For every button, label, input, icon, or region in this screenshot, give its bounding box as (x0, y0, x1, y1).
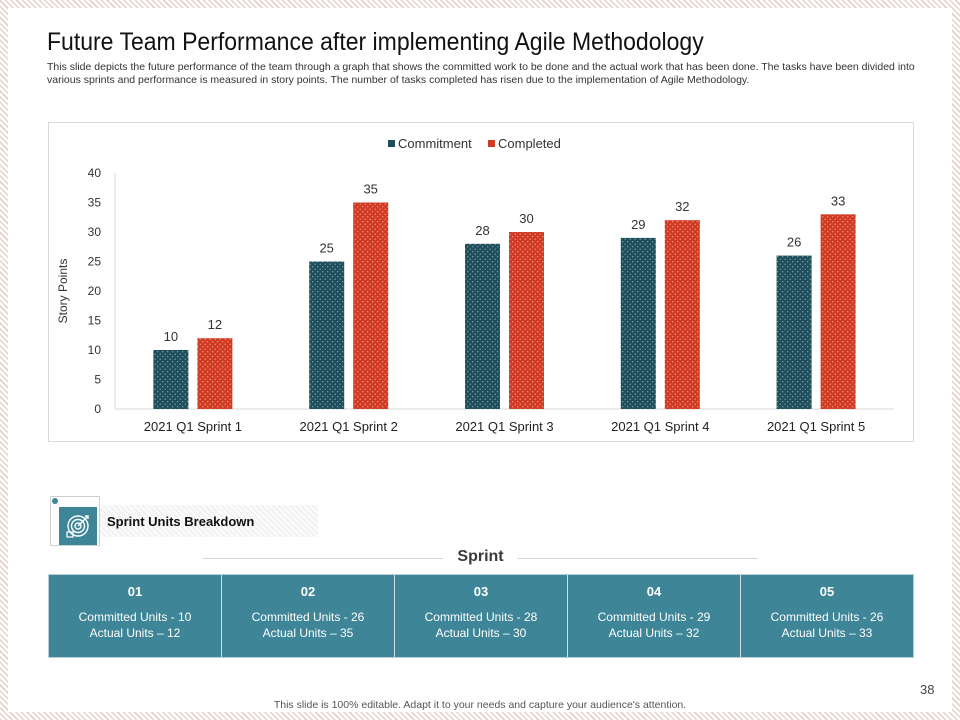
actual-units: Actual Units – 30 (435, 626, 527, 640)
y-tick-label: 30 (88, 225, 102, 239)
y-tick-label: 15 (88, 314, 102, 328)
y-tick-label: 10 (88, 343, 102, 357)
breakdown-strip (100, 505, 318, 537)
data-label-commitment: 28 (475, 223, 489, 238)
legend-swatch-commitment (388, 140, 395, 147)
x-tick-label: 2021 Q1 Sprint 4 (611, 419, 709, 434)
sprint-heading: Sprint (203, 548, 758, 566)
committed-units: Committed Units - 26 (251, 610, 365, 624)
sprint-cell-02: 02 Committed Units - 26 Actual Units – 3… (222, 575, 395, 657)
y-tick-label: 5 (94, 373, 101, 387)
x-tick-label: 2021 Q1 Sprint 1 (144, 419, 242, 434)
sprint-cell-03: 03 Committed Units - 28 Actual Units – 3… (395, 575, 568, 657)
sprint-cell-01: 01 Committed Units - 10 Actual Units – 1… (49, 575, 222, 657)
sprint-units-breakdown: Sprint Units Breakdown (50, 496, 318, 546)
sprint-number: 01 (127, 584, 143, 599)
breakdown-icon-box (50, 496, 100, 546)
bar-commitment-4 (620, 237, 656, 409)
data-label-completed: 35 (363, 182, 377, 197)
data-label-completed: 32 (675, 199, 689, 214)
sprint-number: 03 (473, 584, 489, 599)
sprint-cell-05: 05 Committed Units - 26 Actual Units – 3… (741, 575, 913, 657)
bar-completed-5 (820, 214, 856, 409)
data-label-completed: 12 (208, 317, 222, 332)
data-label-commitment: 26 (787, 235, 801, 250)
actual-units: Actual Units – 35 (262, 626, 354, 640)
page-subtitle: This slide depicts the future performanc… (47, 61, 915, 86)
y-tick-label: 35 (88, 196, 102, 210)
x-tick-label: 2021 Q1 Sprint 2 (300, 419, 398, 434)
actual-units: Actual Units – 33 (781, 626, 873, 640)
y-tick-label: 40 (88, 166, 102, 180)
bar-commitment-2 (309, 261, 345, 409)
sprint-number: 05 (819, 584, 835, 599)
bar-commitment-3 (465, 243, 500, 409)
legend-swatch-completed (488, 140, 495, 147)
legend-label-commitment: Commitment (398, 136, 472, 151)
bar-completed-4 (664, 220, 700, 409)
y-tick-label: 25 (88, 255, 102, 269)
bar-completed-2 (353, 202, 389, 409)
slide: Future Team Performance after implementi… (8, 8, 952, 712)
page-number: 38 (920, 682, 935, 697)
bar-commitment-5 (776, 255, 812, 409)
sprint-cell-04: 04 Committed Units - 29 Actual Units – 3… (568, 575, 741, 657)
breakdown-label: Sprint Units Breakdown (107, 514, 255, 529)
bar-completed-3 (509, 232, 544, 409)
y-tick-label: 20 (88, 284, 102, 298)
divider-left (203, 558, 443, 559)
sprint-heading-row: Sprint (203, 546, 758, 570)
footer-note: This slide is 100% editable. Adapt it to… (273, 699, 687, 711)
data-label-commitment: 29 (631, 217, 645, 232)
data-label-completed: 30 (519, 211, 533, 226)
data-label-commitment: 10 (164, 329, 178, 344)
x-tick-label: 2021 Q1 Sprint 3 (455, 419, 553, 434)
sprint-heading-text: Sprint (445, 548, 516, 565)
sprint-units-table: 01 Committed Units - 10 Actual Units – 1… (48, 574, 914, 658)
y-tick-label: 0 (94, 402, 101, 416)
bar-completed-1 (197, 338, 233, 409)
chart-frame: 0 5 10 15 20 25 30 35 40 Story Points 2021 Q1 Spri… (48, 122, 914, 442)
bar-chart: 0 5 10 15 20 25 30 35 40 Story Points 2021 Q1 Spri… (56, 136, 894, 434)
sprint-number: 02 (300, 584, 316, 599)
divider-right (518, 558, 758, 559)
committed-units: Committed Units - 26 (770, 610, 884, 624)
committed-units: Committed Units - 29 (597, 610, 711, 624)
committed-units: Committed Units - 28 (424, 610, 538, 624)
data-label-completed: 33 (831, 193, 845, 208)
legend-label-completed: Completed (498, 136, 561, 151)
target-icon (59, 507, 97, 545)
y-axis-label: Story Points (56, 259, 70, 324)
actual-units: Actual Units – 32 (608, 626, 700, 640)
accent-dot (52, 498, 58, 504)
sprint-number: 04 (646, 584, 662, 599)
bar-commitment-1 (153, 350, 189, 409)
x-tick-label: 2021 Q1 Sprint 5 (767, 419, 865, 434)
page-title: Future Team Performance after implementi… (47, 28, 704, 56)
committed-units: Committed Units - 10 (78, 610, 192, 624)
actual-units: Actual Units – 12 (89, 626, 181, 640)
data-label-commitment: 25 (319, 241, 333, 256)
